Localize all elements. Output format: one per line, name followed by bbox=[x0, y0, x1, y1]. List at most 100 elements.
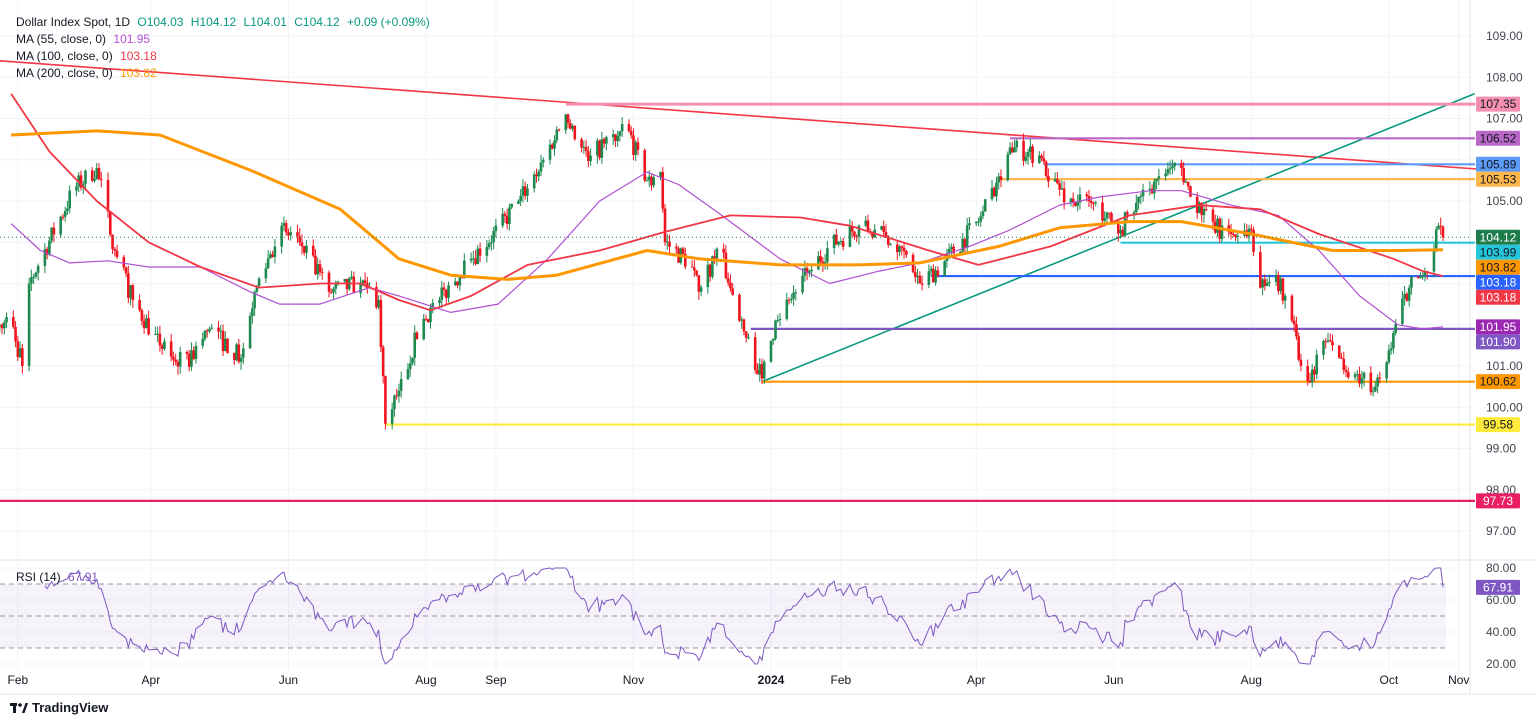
candle bbox=[1401, 290, 1404, 326]
candle bbox=[1292, 315, 1296, 332]
candle-body bbox=[632, 135, 635, 155]
candle-body bbox=[424, 318, 428, 320]
candle bbox=[873, 224, 877, 238]
candle bbox=[990, 179, 994, 201]
candle-body bbox=[1200, 202, 1204, 216]
candle bbox=[1290, 294, 1294, 323]
rsi-legend[interactable]: RSI (14) 67.91 bbox=[16, 570, 98, 584]
candle-body bbox=[974, 221, 978, 224]
candle bbox=[920, 275, 924, 291]
candle-body bbox=[48, 240, 51, 255]
candle bbox=[997, 172, 1001, 190]
candle-body bbox=[185, 352, 189, 354]
candle-body bbox=[1157, 176, 1161, 179]
candle-body bbox=[375, 286, 378, 308]
candle bbox=[706, 258, 710, 294]
candle-body bbox=[1031, 146, 1034, 163]
tradingview-logo[interactable]: TradingView bbox=[10, 700, 108, 715]
candle-body bbox=[693, 267, 696, 271]
candle-body bbox=[156, 333, 159, 335]
candle-body bbox=[1358, 374, 1361, 384]
candle bbox=[1236, 232, 1240, 244]
ma200-legend-row[interactable]: MA (200, close, 0) 103.82 bbox=[16, 65, 430, 82]
candle-body bbox=[1306, 366, 1309, 381]
candle bbox=[5, 312, 8, 329]
tradingview-logo-icon bbox=[10, 702, 28, 713]
candle-body bbox=[1310, 369, 1314, 383]
candle-body bbox=[269, 254, 272, 259]
candle bbox=[1434, 226, 1438, 253]
candle-body bbox=[627, 124, 631, 131]
candle bbox=[1378, 371, 1382, 384]
candle-body bbox=[539, 162, 543, 172]
x-tick-label: Apr bbox=[967, 673, 986, 687]
y-tick-label: 105.00 bbox=[1486, 194, 1523, 208]
candle-body bbox=[111, 234, 114, 249]
candle-body bbox=[1376, 377, 1379, 387]
candle bbox=[776, 314, 780, 323]
candle-body bbox=[397, 390, 401, 397]
candle bbox=[778, 313, 782, 327]
candle-body bbox=[902, 247, 906, 252]
candle-body bbox=[158, 333, 162, 346]
candle-body bbox=[1389, 348, 1393, 351]
candle bbox=[16, 335, 20, 361]
candle-body bbox=[810, 269, 813, 272]
ma55-legend-row[interactable]: MA (55, close, 0) 101.95 bbox=[16, 31, 430, 48]
open-value: O104.03 bbox=[137, 15, 184, 29]
high-value: H104.12 bbox=[190, 15, 237, 29]
candle bbox=[864, 215, 868, 228]
candle bbox=[505, 208, 509, 230]
candle-body bbox=[959, 251, 962, 254]
candle bbox=[472, 250, 475, 266]
candle-body bbox=[1416, 276, 1420, 279]
candle-body bbox=[823, 261, 827, 265]
symbol-title: Dollar Index Spot, 1D bbox=[16, 15, 131, 29]
rsi-value: 67.91 bbox=[68, 570, 99, 584]
candle-body bbox=[1252, 229, 1255, 253]
candle bbox=[115, 244, 119, 259]
candle-body bbox=[614, 134, 617, 142]
candle bbox=[298, 227, 302, 246]
candle-body bbox=[835, 234, 838, 245]
candle bbox=[1403, 286, 1406, 306]
candle bbox=[350, 270, 353, 280]
candle-body bbox=[1331, 341, 1334, 346]
candle-body bbox=[233, 352, 236, 361]
candle-body bbox=[1042, 158, 1046, 162]
price-badge-label: 105.89 bbox=[1480, 157, 1517, 171]
candle bbox=[219, 325, 223, 340]
candle bbox=[108, 211, 112, 237]
candle-body bbox=[1281, 278, 1285, 301]
candle bbox=[399, 371, 403, 398]
candle bbox=[629, 126, 633, 139]
candle-body bbox=[1279, 278, 1282, 292]
candle-body bbox=[1121, 229, 1125, 236]
candle bbox=[248, 312, 252, 349]
price-badge-label: 105.53 bbox=[1480, 172, 1517, 186]
candle-body bbox=[1107, 212, 1111, 214]
ma100-legend-row[interactable]: MA (100, close, 0) 103.18 bbox=[16, 48, 430, 65]
candle-body bbox=[36, 266, 40, 273]
candle bbox=[314, 249, 317, 276]
candle-body bbox=[758, 364, 762, 375]
candle-body bbox=[668, 241, 671, 247]
candle bbox=[300, 234, 304, 255]
candle-body bbox=[611, 134, 615, 138]
candle bbox=[889, 242, 892, 246]
change-value: +0.09 (+0.09%) bbox=[346, 15, 430, 29]
candle bbox=[569, 119, 572, 130]
candle-body bbox=[801, 275, 804, 293]
candle bbox=[343, 278, 347, 283]
candle bbox=[857, 224, 861, 245]
candle-body bbox=[1313, 369, 1316, 375]
candle bbox=[381, 344, 385, 384]
candle-body bbox=[898, 246, 901, 253]
candle bbox=[172, 351, 175, 366]
candle-body bbox=[553, 140, 556, 149]
candle bbox=[1141, 183, 1145, 202]
candle-body bbox=[848, 225, 852, 247]
candle-body bbox=[943, 261, 946, 276]
candle bbox=[1119, 224, 1122, 239]
